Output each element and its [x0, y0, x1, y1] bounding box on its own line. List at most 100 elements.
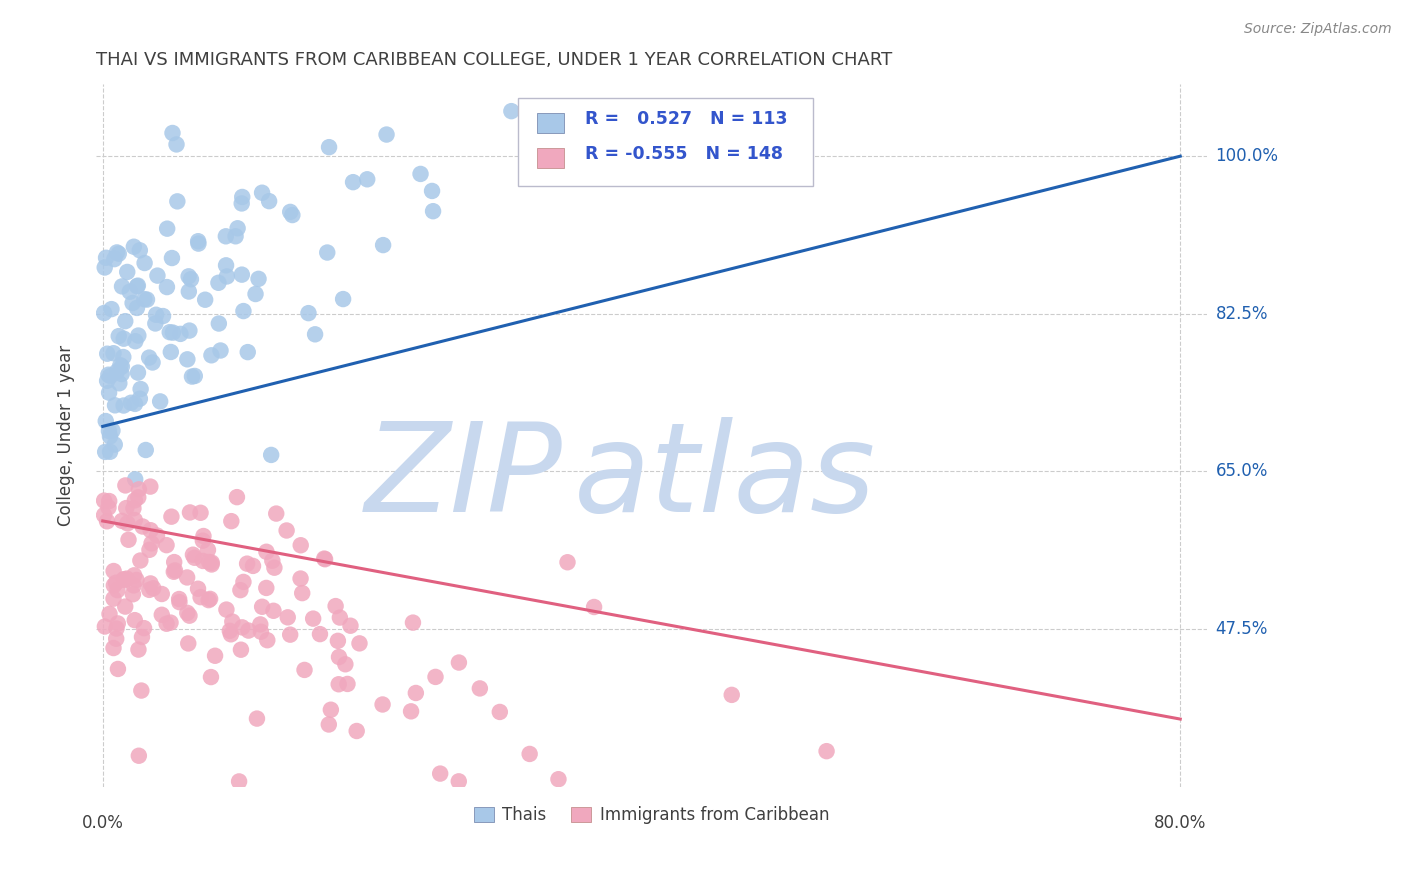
Point — [125, 279, 148, 293]
Point — [107, 329, 129, 343]
Point — [336, 677, 359, 691]
Point — [149, 394, 172, 409]
Point — [309, 627, 332, 641]
Point — [232, 574, 254, 589]
Text: ZIP: ZIP — [364, 417, 562, 538]
Point — [145, 308, 167, 322]
Text: atlas: atlas — [574, 417, 876, 538]
Text: THAI VS IMMIGRANTS FROM CARIBBEAN COLLEGE, UNDER 1 YEAR CORRELATION CHART: THAI VS IMMIGRANTS FROM CARIBBEAN COLLEG… — [96, 51, 893, 69]
Point — [121, 296, 143, 310]
Point — [98, 385, 121, 400]
Point — [198, 555, 221, 569]
Point — [194, 293, 217, 307]
Point — [247, 272, 270, 286]
Point — [250, 624, 273, 639]
Point — [156, 280, 179, 294]
Point — [125, 301, 148, 315]
Point — [181, 548, 204, 562]
Point — [371, 238, 394, 252]
Point — [190, 506, 212, 520]
Point — [250, 599, 273, 614]
Point — [215, 229, 238, 244]
Point — [231, 190, 253, 204]
Point — [134, 292, 156, 306]
Point — [249, 617, 271, 632]
Point — [200, 348, 222, 362]
Point — [101, 424, 124, 438]
Point — [519, 747, 541, 761]
Legend: Thais, Immigrants from Caribbean: Thais, Immigrants from Caribbean — [467, 799, 837, 831]
Point — [131, 630, 153, 644]
Point — [399, 704, 422, 718]
Point — [103, 591, 125, 606]
Point — [128, 244, 150, 258]
Point — [815, 744, 838, 758]
Point — [316, 245, 339, 260]
Point — [112, 332, 135, 346]
Point — [547, 772, 569, 787]
Point — [177, 269, 200, 284]
Point — [103, 578, 125, 592]
Point — [197, 543, 219, 558]
Point — [278, 205, 301, 219]
Point — [138, 542, 160, 557]
Point — [93, 508, 115, 522]
Point — [139, 480, 162, 494]
Text: 100.0%: 100.0% — [1216, 147, 1278, 165]
Point — [138, 582, 160, 597]
Point — [105, 632, 128, 646]
Point — [131, 683, 153, 698]
Point — [118, 285, 141, 299]
Point — [127, 278, 149, 293]
Point — [98, 494, 121, 508]
Point — [162, 126, 184, 140]
Point — [231, 620, 253, 634]
Point — [405, 686, 427, 700]
Point — [339, 618, 361, 632]
Point — [257, 194, 280, 208]
Point — [166, 194, 188, 209]
Point — [107, 246, 129, 260]
Point — [221, 615, 243, 629]
Text: 47.5%: 47.5% — [1216, 620, 1268, 638]
Point — [596, 797, 619, 812]
Point — [122, 240, 145, 254]
Point — [231, 268, 253, 282]
Y-axis label: College, Under 1 year: College, Under 1 year — [58, 345, 75, 526]
Point — [262, 554, 284, 568]
Point — [112, 350, 135, 364]
Point — [176, 352, 198, 367]
Point — [201, 558, 224, 572]
Point — [177, 285, 200, 299]
Point — [124, 334, 146, 349]
Point — [152, 309, 174, 323]
Point — [290, 538, 312, 552]
Point — [124, 513, 146, 527]
Point — [167, 592, 190, 607]
Point — [583, 599, 606, 614]
Text: R =   0.527   N = 113: R = 0.527 N = 113 — [585, 111, 787, 128]
FancyBboxPatch shape — [537, 148, 564, 168]
Point — [332, 292, 354, 306]
Point — [314, 552, 336, 566]
Point — [291, 586, 314, 600]
Point — [127, 366, 149, 380]
Point — [328, 677, 350, 691]
Point — [93, 306, 115, 320]
Point — [501, 104, 523, 119]
Point — [142, 581, 165, 595]
Point — [236, 345, 259, 359]
Point — [371, 698, 394, 712]
Point — [114, 599, 136, 614]
Point — [250, 186, 273, 200]
Point — [229, 642, 252, 657]
FancyBboxPatch shape — [537, 113, 564, 133]
Point — [191, 554, 214, 568]
Point — [122, 501, 145, 516]
Point — [127, 491, 149, 505]
Point — [94, 619, 117, 633]
Point — [468, 681, 491, 696]
Point — [139, 576, 162, 591]
Point — [375, 128, 398, 142]
Point — [232, 304, 254, 318]
